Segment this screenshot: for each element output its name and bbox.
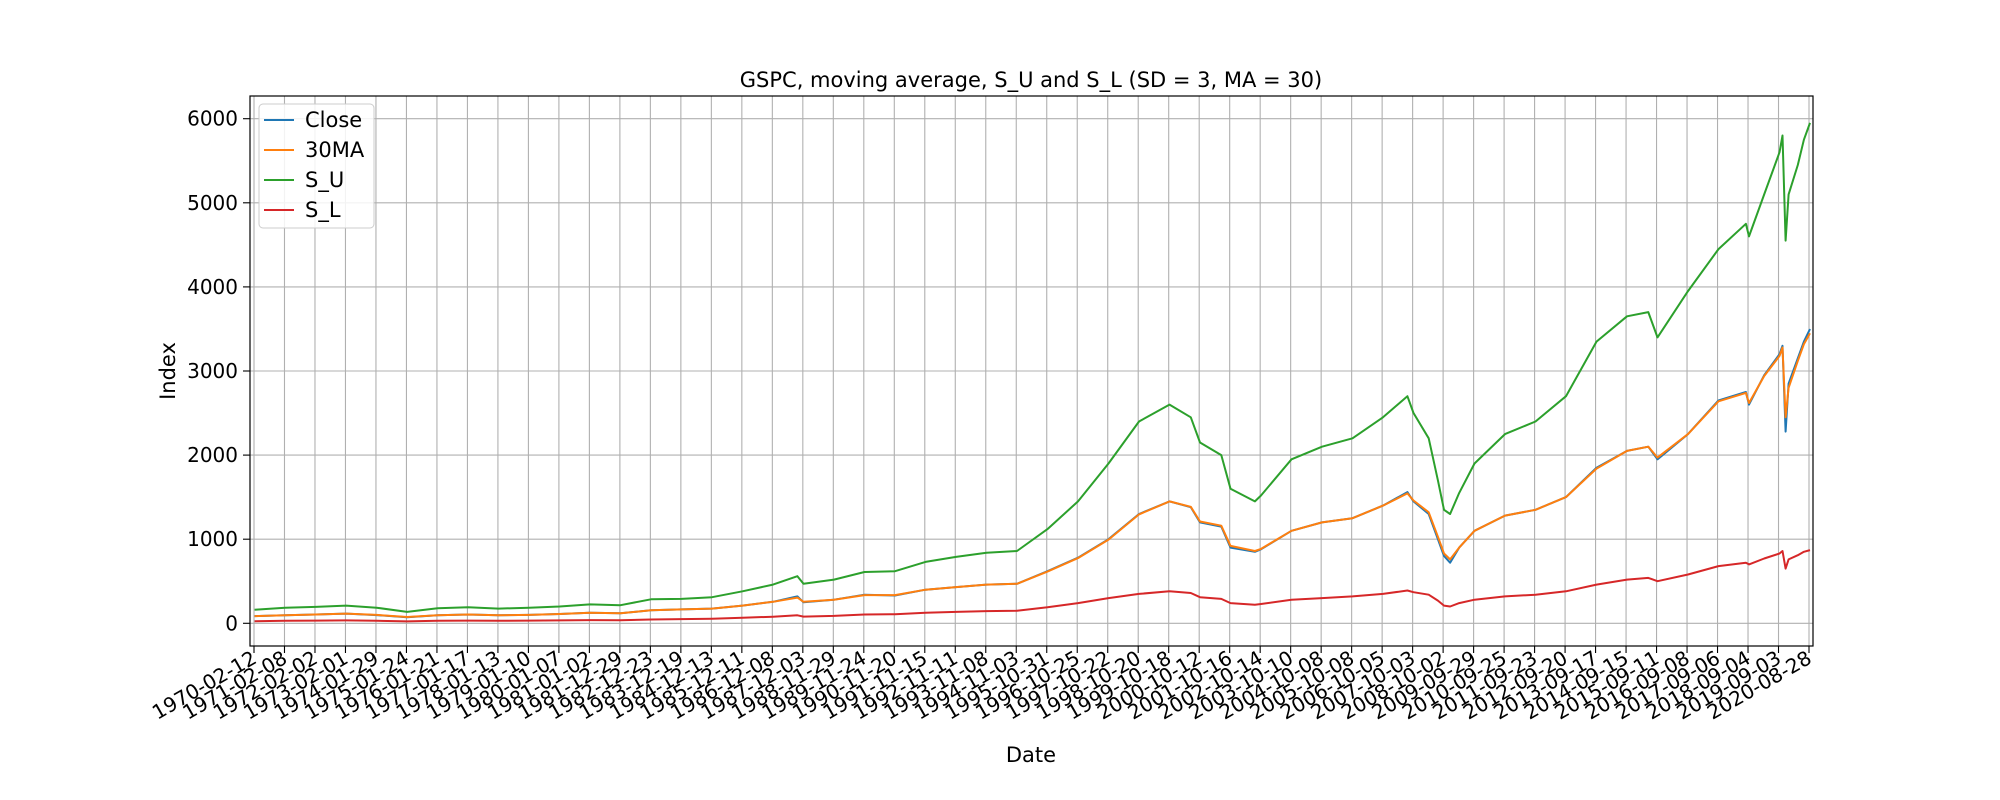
series-lines — [254, 122, 1811, 623]
x-axis-ticks: 1970-02-121971-02-081972-02-021973-02-01… — [148, 646, 1816, 725]
y-tick-label: 6000 — [187, 107, 238, 131]
legend: Close 30MA S_U S_L — [258, 103, 375, 229]
series-line-s_u — [254, 122, 1811, 613]
y-tick-label: 5000 — [187, 191, 238, 215]
y-tick-label: 1000 — [187, 527, 238, 551]
y-axis-label: Index — [156, 342, 180, 400]
legend-label: 30MA — [305, 138, 365, 162]
y-tick-label: 4000 — [187, 275, 238, 299]
y-axis-ticks: 0 1000 2000 3000 4000 5000 6000 — [187, 107, 250, 635]
x-axis-label: Date — [1006, 743, 1056, 767]
legend-box — [258, 103, 375, 229]
y-tick-label: 2000 — [187, 443, 238, 467]
series-line-30ma — [254, 332, 1811, 618]
legend-label: S_U — [305, 168, 344, 193]
legend-label: Close — [305, 108, 362, 132]
y-tick-label: 0 — [225, 611, 238, 635]
legend-label: S_L — [305, 198, 341, 223]
chart-title: GSPC, moving average, S_U and S_L (SD = … — [740, 68, 1322, 93]
y-tick-label: 3000 — [187, 359, 238, 383]
series-line-s_l — [254, 549, 1811, 623]
